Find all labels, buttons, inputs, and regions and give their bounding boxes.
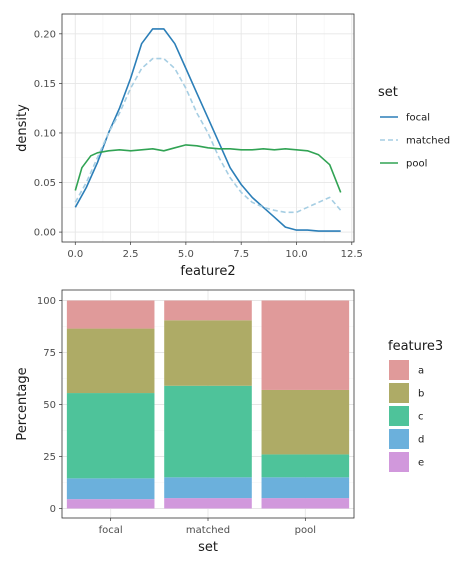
legend-key-d	[389, 429, 409, 449]
stacked-bar-chart: 0 25 50 75 100 focal matched pool set Percentage f…	[15, 289, 443, 555]
y-tick-label: 100	[37, 296, 56, 307]
bar-segment-focal-c	[66, 393, 155, 479]
legend-key-c	[389, 406, 409, 426]
y-axis-title: Percentage	[15, 367, 30, 440]
plot-panel-border	[61, 289, 355, 519]
density-line-pool	[74, 144, 342, 193]
bar-segment-pool-e	[261, 498, 350, 509]
y-tick-label: 50	[43, 400, 56, 411]
bar-segment-focal-d	[66, 478, 155, 500]
bar-segment-matched-a	[164, 300, 252, 321]
y-tick-label: 75	[43, 348, 56, 359]
x-tick-label: 5.0	[178, 249, 194, 260]
legend-label-a: a	[418, 366, 424, 377]
legend-title: feature3	[388, 339, 443, 354]
bar-segment-pool-a	[261, 300, 350, 390]
legend-label-pool: pool	[406, 159, 427, 170]
bar-segment-focal-e	[66, 499, 155, 509]
bar-segment-focal-b	[66, 328, 155, 394]
x-tick-label: 7.5	[233, 249, 249, 260]
legend-label-d: d	[418, 435, 424, 446]
y-axis-title: density	[15, 104, 30, 152]
x-tick-label: 10.0	[285, 249, 307, 260]
x-tick-label: 0.0	[67, 249, 83, 260]
legend-label-b: b	[418, 389, 424, 400]
bar-segment-pool-b	[261, 389, 350, 455]
density-line-focal	[74, 28, 341, 232]
legend-key-b	[389, 383, 409, 403]
legend-key-e	[389, 452, 409, 472]
y-tick-label: 0.00	[34, 228, 56, 239]
legend-key-a	[389, 360, 409, 380]
plot-panel-border	[61, 13, 355, 243]
x-tick-label: matched	[186, 525, 230, 536]
x-axis-title: feature2	[180, 264, 235, 279]
bar-segment-matched-b	[164, 320, 252, 386]
y-tick-label: 0.20	[34, 29, 56, 40]
y-tick-label: 25	[43, 452, 56, 463]
x-tick-label: pool	[295, 525, 316, 536]
bar-segment-pool-c	[261, 454, 350, 478]
legend-label-c: c	[418, 412, 424, 423]
bar-segment-matched-e	[164, 498, 252, 509]
bar-segment-matched-d	[164, 477, 252, 499]
y-tick-label: 0.15	[34, 79, 56, 90]
x-tick-label: 12.5	[341, 249, 363, 260]
legend-label-e: e	[418, 458, 424, 469]
legend-label-focal: focal	[406, 113, 430, 124]
y-tick-label: 0	[50, 504, 56, 515]
x-tick-label: 2.5	[123, 249, 139, 260]
x-tick-label: focal	[99, 525, 123, 536]
y-tick-label: 0.10	[34, 128, 56, 139]
legend-label-matched: matched	[406, 136, 450, 147]
bar-segment-pool-d	[261, 477, 350, 499]
x-axis-title: set	[198, 540, 218, 555]
density-chart: 0.0 2.5 5.0 7.5 10.0 12.5 0.00 0.05 0.10 0.15 0.20…	[15, 13, 450, 279]
bar-segment-matched-c	[164, 385, 252, 478]
legend-title: set	[378, 85, 398, 100]
bar-segment-focal-a	[66, 300, 155, 329]
y-tick-label: 0.05	[34, 178, 56, 189]
density-line-matched	[74, 57, 342, 214]
